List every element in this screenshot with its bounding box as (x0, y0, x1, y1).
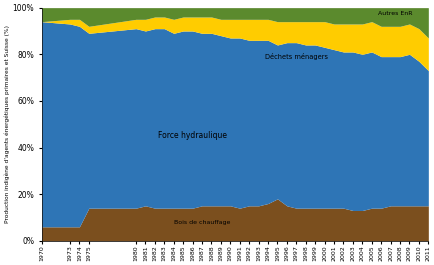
Text: Force hydraulique: Force hydraulique (158, 131, 227, 140)
Text: Autres EnR: Autres EnR (377, 11, 411, 16)
Text: Bois de chauffage: Bois de chauffage (174, 220, 230, 225)
Text: Déchets ménagers: Déchets ménagers (264, 53, 327, 60)
Y-axis label: Production indigène d'agents énergétiques primaires et Suisse (%): Production indigène d'agents énergétique… (4, 25, 10, 223)
